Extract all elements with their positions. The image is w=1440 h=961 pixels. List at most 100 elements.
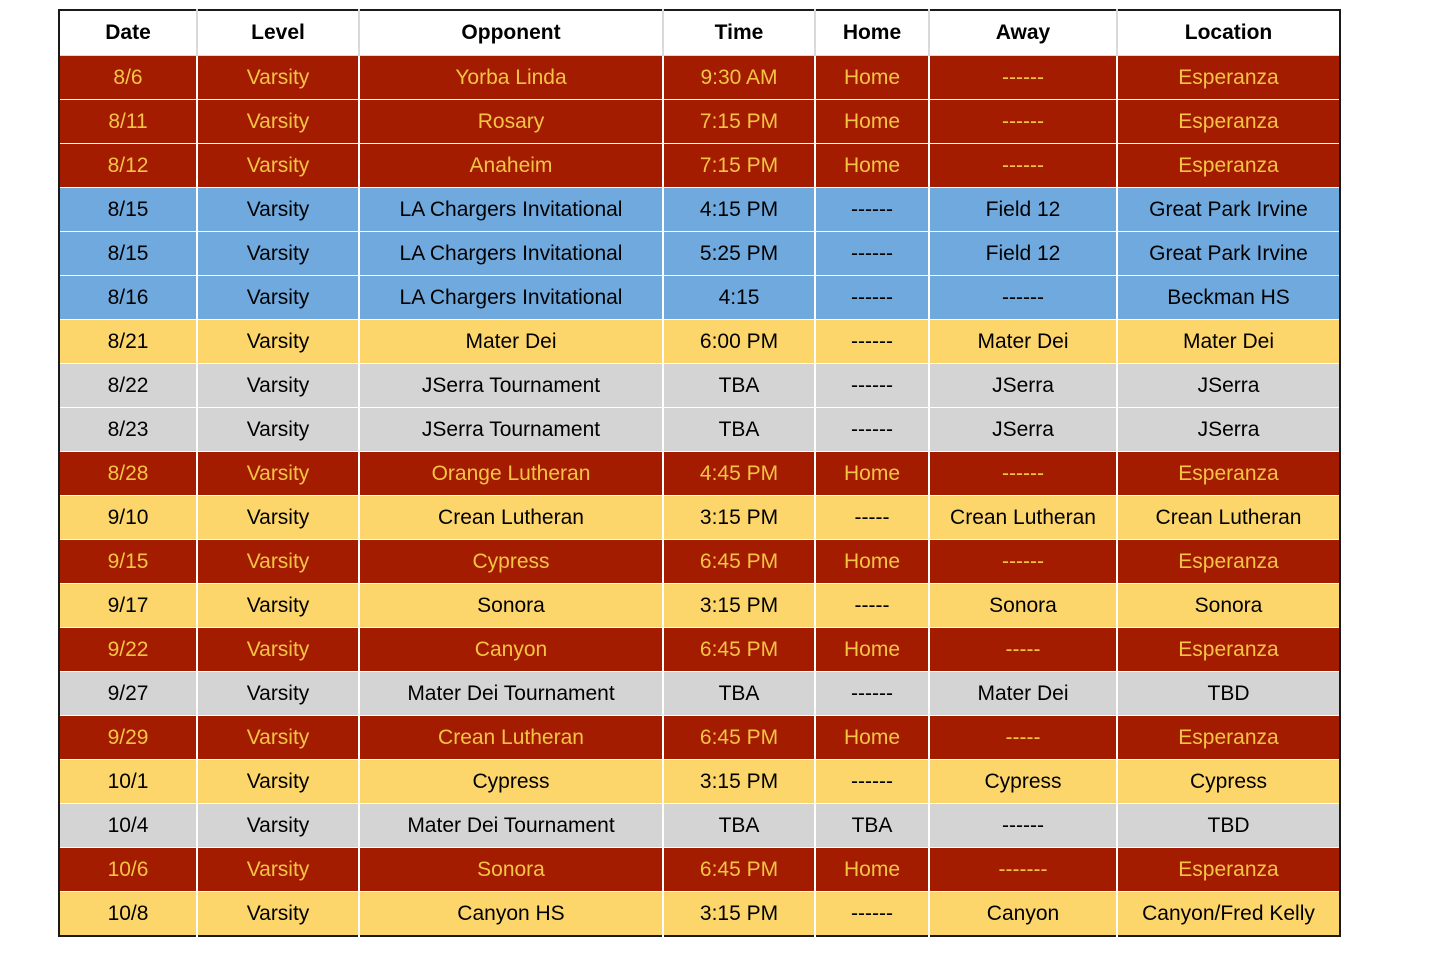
schedule-row: 9/15 Varsity Cypress 6:45 PM Home ------ Esper… [59, 539, 1340, 584]
level-cell: Varsity [196, 495, 360, 540]
schedule-body: 8/6 Varsity Yorba Linda 9:30 AM Home ------ Es… [59, 55, 1340, 937]
date-cell: 9/15 [59, 539, 198, 584]
opponent-cell: Canyon [358, 627, 664, 672]
date-cell: 8/11 [59, 99, 198, 144]
away-cell: Field 12 [928, 187, 1118, 232]
level-cell: Varsity [196, 319, 360, 364]
home-cell: Home [814, 715, 930, 760]
location-cell: Great Park Irvine [1116, 231, 1340, 276]
home-cell: Home [814, 539, 930, 584]
time-cell: TBA [662, 407, 816, 452]
home-cell: Home [814, 143, 930, 188]
header-time: Time [662, 9, 816, 56]
opponent-cell: Canyon HS [358, 891, 664, 937]
home-cell: ------ [814, 363, 930, 408]
level-cell: Varsity [196, 583, 360, 628]
away-cell: Mater Dei [928, 319, 1118, 364]
date-cell: 8/12 [59, 143, 198, 188]
date-cell: 8/15 [59, 187, 198, 232]
schedule-row: 10/4 Varsity Mater Dei Tournament TBA TBA ---… [59, 803, 1340, 848]
time-cell: 6:45 PM [662, 539, 816, 584]
away-cell: ------ [928, 451, 1118, 496]
schedule-row: 8/6 Varsity Yorba Linda 9:30 AM Home ------ Es… [59, 55, 1340, 100]
header-row: Date Level Opponent Time Home Away Locat… [59, 9, 1340, 56]
date-cell: 9/27 [59, 671, 198, 716]
time-cell: 9:30 AM [662, 55, 816, 100]
schedule-table-container: Date Level Opponent Time Home Away Locat… [58, 9, 1341, 937]
home-cell: ------ [814, 319, 930, 364]
location-cell: Esperanza [1116, 143, 1340, 188]
home-cell: Home [814, 847, 930, 892]
away-cell: ------ [928, 275, 1118, 320]
home-cell: ------ [814, 187, 930, 232]
schedule-row: 8/21 Varsity Mater Dei 6:00 PM ------ Mater D… [59, 319, 1340, 364]
header-location: Location [1116, 9, 1340, 56]
time-cell: 7:15 PM [662, 99, 816, 144]
away-cell: ------ [928, 143, 1118, 188]
level-cell: Varsity [196, 407, 360, 452]
location-cell: TBD [1116, 671, 1340, 716]
home-cell: ------ [814, 759, 930, 804]
away-cell: Sonora [928, 583, 1118, 628]
date-cell: 8/21 [59, 319, 198, 364]
time-cell: 3:15 PM [662, 891, 816, 937]
time-cell: 6:45 PM [662, 847, 816, 892]
location-cell: Mater Dei [1116, 319, 1340, 364]
location-cell: JSerra [1116, 363, 1340, 408]
date-cell: 8/28 [59, 451, 198, 496]
date-cell: 8/15 [59, 231, 198, 276]
level-cell: Varsity [196, 143, 360, 188]
level-cell: Varsity [196, 275, 360, 320]
away-cell: ------ [928, 99, 1118, 144]
schedule-row: 8/11 Varsity Rosary 7:15 PM Home ------ Espera… [59, 99, 1340, 144]
opponent-cell: Mater Dei Tournament [358, 671, 664, 716]
level-cell: Varsity [196, 803, 360, 848]
schedule-row: 10/1 Varsity Cypress 3:15 PM ------ Cypress Cy… [59, 759, 1340, 804]
date-cell: 9/17 [59, 583, 198, 628]
time-cell: 4:45 PM [662, 451, 816, 496]
away-cell: JSerra [928, 407, 1118, 452]
level-cell: Varsity [196, 627, 360, 672]
time-cell: 5:25 PM [662, 231, 816, 276]
schedule-row: 8/15 Varsity LA Chargers Invitational 4:15 … [59, 187, 1340, 232]
date-cell: 10/6 [59, 847, 198, 892]
time-cell: 3:15 PM [662, 583, 816, 628]
home-cell: ----- [814, 583, 930, 628]
schedule-row: 10/6 Varsity Sonora 6:45 PM Home ------- Esper… [59, 847, 1340, 892]
location-cell: Crean Lutheran [1116, 495, 1340, 540]
opponent-cell: Crean Lutheran [358, 495, 664, 540]
schedule-row: 8/12 Varsity Anaheim 7:15 PM Home ------ Esper… [59, 143, 1340, 188]
level-cell: Varsity [196, 891, 360, 937]
opponent-cell: LA Chargers Invitational [358, 231, 664, 276]
away-cell: Mater Dei [928, 671, 1118, 716]
opponent-cell: Yorba Linda [358, 55, 664, 100]
opponent-cell: Mater Dei Tournament [358, 803, 664, 848]
opponent-cell: Cypress [358, 759, 664, 804]
date-cell: 8/6 [59, 55, 198, 100]
home-cell: ------ [814, 671, 930, 716]
location-cell: Cypress [1116, 759, 1340, 804]
home-cell: Home [814, 627, 930, 672]
home-cell: ----- [814, 495, 930, 540]
schedule-row: 8/22 Varsity JSerra Tournament TBA ------ JSe… [59, 363, 1340, 408]
date-cell: 8/22 [59, 363, 198, 408]
level-cell: Varsity [196, 539, 360, 584]
time-cell: 7:15 PM [662, 143, 816, 188]
date-cell: 9/29 [59, 715, 198, 760]
date-cell: 8/23 [59, 407, 198, 452]
home-cell: ------ [814, 231, 930, 276]
date-cell: 10/4 [59, 803, 198, 848]
time-cell: 6:00 PM [662, 319, 816, 364]
away-cell: Crean Lutheran [928, 495, 1118, 540]
level-cell: Varsity [196, 363, 360, 408]
opponent-cell: Cypress [358, 539, 664, 584]
header-home: Home [814, 9, 930, 56]
home-cell: Home [814, 451, 930, 496]
home-cell: ------ [814, 275, 930, 320]
away-cell: ------ [928, 803, 1118, 848]
location-cell: Esperanza [1116, 715, 1340, 760]
opponent-cell: Mater Dei [358, 319, 664, 364]
schedule-row: 9/10 Varsity Crean Lutheran 3:15 PM ----- Cre… [59, 495, 1340, 540]
location-cell: Canyon/Fred Kelly [1116, 891, 1340, 937]
opponent-cell: JSerra Tournament [358, 363, 664, 408]
